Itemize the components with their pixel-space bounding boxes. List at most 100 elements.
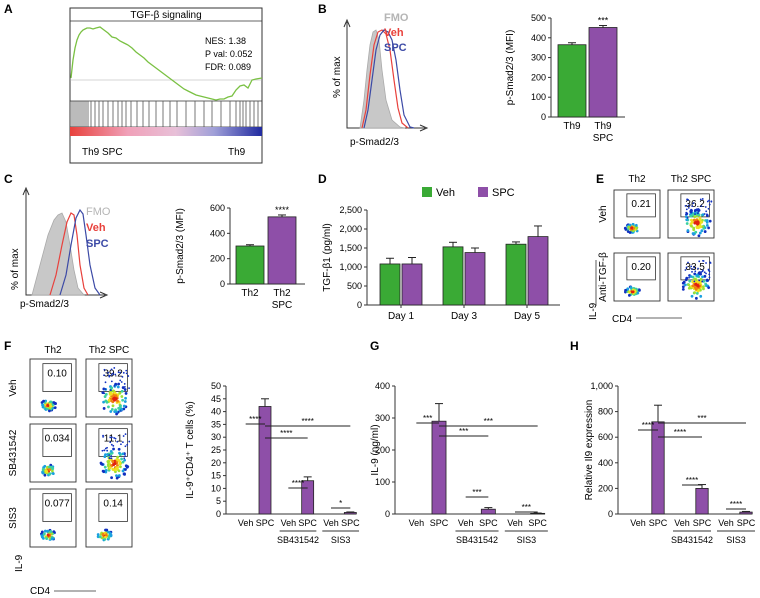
flow-dot — [109, 464, 113, 467]
hist-c-xlabel: p-Smad2/3 — [20, 299, 69, 310]
flow-dot — [46, 407, 49, 411]
gsea-title: TGF-β signaling — [130, 10, 201, 21]
x-tick-label: Th9 — [563, 121, 581, 132]
flow-dot — [707, 286, 711, 290]
flow-dot — [51, 471, 55, 475]
chart-c-y-label: p-Smad2/3 (MFI) — [175, 208, 186, 284]
flow-dot — [688, 279, 692, 283]
hist-c-fmo-curve — [31, 212, 85, 296]
flow-dot — [102, 392, 105, 395]
flow-dot — [40, 535, 44, 539]
flow-dot — [699, 220, 703, 224]
flow-dot — [107, 405, 110, 409]
x-tick-label: Day 1 — [388, 311, 415, 322]
panel-d: D — [318, 172, 327, 186]
chart-g-y-tick-label: 100 — [375, 477, 390, 487]
flow-dot — [110, 443, 113, 446]
significance-mark: *** — [423, 414, 432, 423]
flow-dot — [128, 440, 131, 443]
x-tick-label: Th2 — [241, 288, 259, 299]
significance-mark: **** — [301, 417, 313, 426]
flow-dot — [114, 397, 118, 401]
flow-dot — [698, 271, 701, 273]
flow-dot — [109, 441, 112, 444]
flow-dot — [698, 231, 702, 235]
x-tick-label: Day 5 — [514, 311, 541, 322]
flow-dot — [118, 462, 122, 465]
flow-dot — [123, 472, 126, 476]
x-tick-label: SPC — [479, 518, 498, 528]
flow-dot — [108, 374, 111, 377]
hist-c-legend-veh: Veh — [86, 222, 106, 234]
flow-dot — [119, 371, 122, 374]
flow-dot — [694, 230, 698, 234]
flow-dot — [699, 288, 702, 292]
flow-dot — [41, 403, 44, 407]
flow-dot — [695, 273, 699, 277]
flow-dot — [122, 371, 125, 374]
significance-mark: *** — [598, 16, 609, 26]
flow-dot — [108, 457, 111, 460]
flow-dot — [703, 213, 706, 215]
flow-gate-value: 0.10 — [47, 369, 67, 380]
x-tick-label: SPC — [649, 518, 668, 528]
flow-dot — [111, 459, 115, 463]
flow-dot — [697, 210, 700, 213]
chart-f-y-tick-label: 15 — [211, 471, 221, 481]
flow-dot — [116, 399, 119, 403]
bar-spc-day-3 — [464, 252, 486, 306]
flow-dot — [704, 206, 707, 208]
flow-dot — [707, 269, 710, 272]
chart-f-y-tick-label: 20 — [211, 458, 221, 468]
flow-dot — [702, 227, 706, 230]
flow-dot — [694, 278, 698, 281]
chart-f-y-tick-label: 50 — [211, 381, 221, 391]
flow-dot — [104, 399, 108, 403]
flow-gate — [98, 428, 128, 457]
hist-c-veh-curve — [49, 212, 89, 296]
significance-mark: *** — [472, 488, 481, 497]
flow-dot — [112, 372, 114, 375]
flow-dot — [696, 208, 700, 211]
flow-dot — [705, 224, 709, 227]
x-tick-label: Veh — [458, 518, 474, 528]
hist-b-y-arrow — [343, 18, 351, 28]
flow-dot — [43, 464, 47, 468]
flow-dot — [101, 469, 105, 473]
flow-dot — [122, 404, 126, 408]
flow-dot — [108, 454, 111, 456]
flow-gate-value: 0.20 — [631, 262, 651, 273]
flow-dot — [631, 222, 635, 226]
flow-dot — [706, 213, 708, 216]
flow-gate-value: 0.21 — [631, 199, 651, 210]
flow-dot — [110, 436, 113, 439]
chart-c-y-tick-label: 400 — [210, 228, 225, 238]
flow-dot — [124, 455, 127, 458]
chart-b-y-label: p-Smad2/3 (MFI) — [505, 30, 516, 106]
flow-dot — [113, 384, 116, 387]
flow-dot — [104, 381, 107, 384]
bar-th2 — [235, 245, 265, 285]
flow-dot — [106, 460, 110, 463]
flow-dot — [43, 529, 47, 533]
flow-dot — [697, 224, 701, 228]
flow-dot — [103, 374, 105, 377]
chart-d-y-tick-label: 2,000 — [339, 224, 362, 234]
chart-g-y-tick-label: 0 — [385, 509, 390, 519]
flow-dot — [109, 449, 113, 453]
bar-th9 — [557, 44, 587, 118]
flow-e-ylabel: IL-9 — [588, 302, 599, 320]
flow-row-label: SB431542 — [8, 429, 19, 476]
flow-dot — [110, 368, 113, 371]
chart-h-y-tick-label: 600 — [598, 432, 613, 442]
panel-h: H — [570, 339, 579, 353]
flow-dot — [705, 219, 709, 222]
flow-dot — [117, 474, 121, 477]
flow-dot — [702, 287, 705, 291]
bar-veh-day-3 — [442, 246, 464, 306]
flow-dot — [699, 294, 703, 298]
flow-col-header: Th2 — [44, 345, 62, 356]
flow-dot — [125, 369, 128, 372]
x-tick-label: SPC — [737, 518, 756, 528]
chart-d-y-label: TGF-β1 (pg/ml) — [322, 223, 333, 292]
